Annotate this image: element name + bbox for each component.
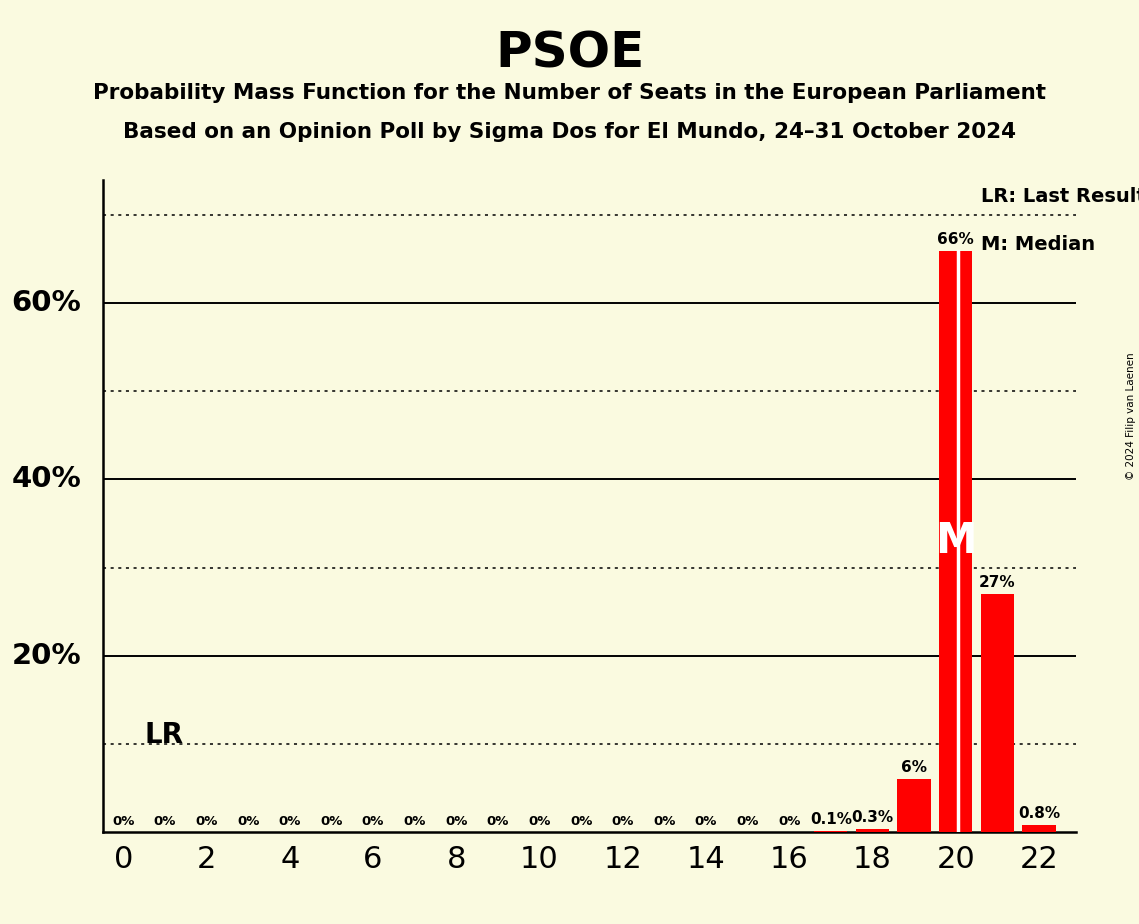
Text: Probability Mass Function for the Number of Seats in the European Parliament: Probability Mass Function for the Number… [93,83,1046,103]
Text: 0%: 0% [362,815,384,828]
Text: 0%: 0% [196,815,218,828]
Text: 0%: 0% [486,815,509,828]
Text: 0%: 0% [112,815,134,828]
Text: M: Median: M: Median [981,235,1095,254]
Text: PSOE: PSOE [494,30,645,78]
Text: 0.3%: 0.3% [851,810,893,825]
Text: 0%: 0% [403,815,426,828]
Text: 0%: 0% [445,815,467,828]
Text: LR: Last Result: LR: Last Result [981,187,1139,206]
Text: 40%: 40% [11,466,81,493]
Text: 66%: 66% [937,232,974,247]
Text: 0%: 0% [653,815,675,828]
Bar [855,829,890,832]
Text: 0%: 0% [737,815,759,828]
Text: 27%: 27% [978,576,1016,590]
Text: 20%: 20% [11,641,81,670]
Text: M: M [935,520,976,562]
Text: 0.8%: 0.8% [1018,806,1060,821]
Text: 0%: 0% [778,815,801,828]
Text: 0%: 0% [570,815,592,828]
Bar [939,250,973,832]
Bar [1023,824,1056,832]
Text: 0%: 0% [612,815,634,828]
Text: 0%: 0% [237,815,260,828]
Text: 0%: 0% [528,815,550,828]
Text: Based on an Opinion Poll by Sigma Dos for El Mundo, 24–31 October 2024: Based on an Opinion Poll by Sigma Dos fo… [123,122,1016,142]
Text: 0%: 0% [279,815,301,828]
Text: 0%: 0% [320,815,343,828]
Text: 0%: 0% [695,815,718,828]
Text: 0.1%: 0.1% [810,812,852,827]
Bar [981,594,1014,832]
Text: 60%: 60% [11,289,81,318]
Text: 0%: 0% [154,815,177,828]
Text: 6%: 6% [901,760,927,775]
Bar [898,779,931,832]
Text: © 2024 Filip van Laenen: © 2024 Filip van Laenen [1126,352,1136,480]
Text: LR: LR [145,721,183,748]
